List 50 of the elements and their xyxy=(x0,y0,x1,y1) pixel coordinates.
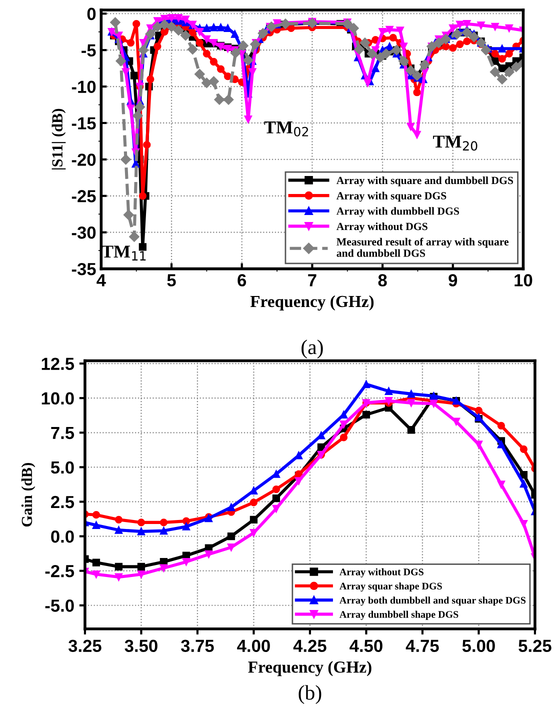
y-tick-label: 0.0 xyxy=(51,530,74,543)
x-tick-label: 5.00 xyxy=(462,640,495,652)
annotation: TM$_{20}$ xyxy=(433,136,478,151)
y-tick-label: -35 xyxy=(72,262,96,276)
x-axis-title: Frequency (GHz) xyxy=(248,661,372,676)
legend-label: Array without DGS xyxy=(340,568,424,578)
x-tick-label: 3.25 xyxy=(68,640,102,652)
annotation: TM$_{02}$ xyxy=(264,121,308,136)
y-tick-label: -2.5 xyxy=(45,564,74,578)
y-tick-label: -30 xyxy=(72,226,96,239)
y-tick-label: 7.5 xyxy=(51,426,74,440)
x-tick-label: 10 xyxy=(514,274,532,286)
x-tick-label: 4 xyxy=(96,274,106,286)
y-tick-label: -10 xyxy=(72,80,96,93)
y-axis-title: Gain (dB) xyxy=(21,463,36,527)
y-tick-label: -5 xyxy=(82,44,96,57)
x-tick-label: 3.50 xyxy=(124,640,158,652)
x-axis-title: Frequency (GHz) xyxy=(250,295,374,311)
legend-label: Array squar shape DGS xyxy=(340,582,442,592)
x-tick-label: 5.25 xyxy=(518,640,552,652)
x-tick-label: 4.00 xyxy=(237,640,270,652)
y-tick-label: -20 xyxy=(72,154,96,166)
x-tick-label: 8 xyxy=(378,274,387,286)
y-tick-label: -5.0 xyxy=(45,600,74,612)
legend-label: Array with dumbbell DGS xyxy=(336,207,460,218)
y-tick-label: 2.5 xyxy=(51,496,74,508)
legend-label: Measured result of array with square and dumbbell DGS xyxy=(336,238,509,257)
legend-label: Array both dumbbell and squar shape DGS xyxy=(340,596,526,606)
legend-label: Array with square DGS xyxy=(336,192,446,202)
y-tick-label: -15 xyxy=(72,117,96,130)
legend-label: Array without DGS xyxy=(336,222,428,232)
legend-label: Array with square and dumbbell DGS xyxy=(336,176,514,186)
y-tick-label: 0 xyxy=(87,8,96,20)
x-tick-label: 6 xyxy=(238,274,246,286)
x-tick-label: 4.50 xyxy=(350,640,382,652)
y-tick-label: 12.5 xyxy=(42,358,74,370)
x-tick-label: 3.75 xyxy=(180,640,214,652)
text: (b) xyxy=(298,685,322,704)
x-tick-label: 4.75 xyxy=(406,640,439,652)
y-tick-label: 5.0 xyxy=(50,461,74,474)
text: (a) xyxy=(302,340,323,358)
y-axis-title: |S11| (dB) xyxy=(52,108,66,170)
x-tick-label: 4.25 xyxy=(293,640,326,652)
y-tick-label: -25 xyxy=(72,190,96,202)
legend-label: Array dumbbell shape DGS xyxy=(340,610,458,620)
x-tick-label: 9 xyxy=(448,274,458,286)
annotation: TM$_{11}$ xyxy=(102,246,146,260)
y-tick-label: 10.0 xyxy=(42,392,74,405)
x-tick-label: 7 xyxy=(308,274,316,286)
x-tick-label: 5 xyxy=(167,274,176,286)
